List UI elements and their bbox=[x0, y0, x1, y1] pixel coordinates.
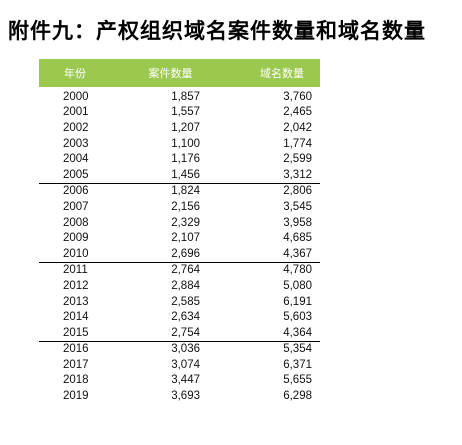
cell-cases: 3,693 bbox=[171, 390, 200, 403]
cell-year: 2000 bbox=[63, 90, 89, 103]
cell-domains: 2,599 bbox=[283, 153, 312, 166]
cell-domains: 4,685 bbox=[283, 232, 312, 245]
cell-cases: 3,447 bbox=[171, 374, 200, 387]
table-row: 2019 3,693 6,298 bbox=[39, 388, 320, 404]
cell-year: 2006 bbox=[63, 185, 89, 198]
cell-domains: 2,042 bbox=[283, 121, 312, 134]
cell-cases: 2,585 bbox=[171, 295, 200, 308]
table-row: 2006 1,824 2,806 bbox=[39, 184, 320, 200]
table-row-group: 2006 1,824 2,806 2007 2,156 3,545 2008 2,329 3,9… bbox=[39, 184, 320, 263]
table-row: 2003 1,100 1,774 bbox=[39, 136, 320, 152]
table-row-group: 2000 1,857 3,760 2001 1,557 2,465 2002 1,207 2,0… bbox=[39, 89, 320, 184]
table-row-group: 2016 3,036 5,354 2017 3,074 6,371 2018 3,447 5,6… bbox=[39, 342, 320, 404]
table-row: 2001 1,557 2,465 bbox=[39, 105, 320, 121]
table-row: 2005 1,456 3,312 bbox=[39, 167, 320, 183]
table-row: 2017 3,074 6,371 bbox=[39, 357, 320, 373]
cell-cases: 1,456 bbox=[171, 168, 200, 181]
cell-year: 2015 bbox=[63, 326, 89, 339]
table-row: 2000 1,857 3,760 bbox=[39, 89, 320, 105]
table-row: 2007 2,156 3,545 bbox=[39, 199, 320, 215]
table-row: 2016 3,036 5,354 bbox=[39, 342, 320, 358]
cell-year: 2008 bbox=[63, 216, 89, 229]
cell-cases: 3,074 bbox=[171, 358, 200, 371]
table-row: 2015 2,754 4,364 bbox=[39, 325, 320, 341]
cell-cases: 1,207 bbox=[171, 121, 200, 134]
cell-year: 2004 bbox=[63, 153, 89, 166]
cell-domains: 3,958 bbox=[283, 216, 312, 229]
table-row: 2010 2,696 4,367 bbox=[39, 246, 320, 262]
cell-cases: 2,696 bbox=[171, 247, 200, 260]
cell-year: 2005 bbox=[63, 168, 89, 181]
cell-cases: 2,329 bbox=[171, 216, 200, 229]
cell-domains: 3,760 bbox=[283, 90, 312, 103]
cell-domains: 6,371 bbox=[283, 358, 312, 371]
cell-cases: 1,176 bbox=[171, 153, 200, 166]
cell-domains: 6,191 bbox=[283, 295, 312, 308]
cell-cases: 3,036 bbox=[171, 343, 200, 356]
cell-year: 2019 bbox=[63, 390, 89, 403]
cell-domains: 5,603 bbox=[283, 311, 312, 324]
table-row: 2011 2,764 4,780 bbox=[39, 263, 320, 279]
cell-domains: 4,367 bbox=[283, 247, 312, 260]
cell-cases: 1,100 bbox=[171, 137, 200, 150]
cell-cases: 2,884 bbox=[171, 279, 200, 292]
header-domains: 域名数量 bbox=[260, 68, 304, 80]
cell-cases: 1,857 bbox=[171, 90, 200, 103]
cell-year: 2011 bbox=[63, 264, 88, 277]
table-row: 2013 2,585 6,191 bbox=[39, 294, 320, 310]
table-row: 2009 2,107 4,685 bbox=[39, 230, 320, 246]
cell-domains: 3,545 bbox=[283, 200, 312, 213]
document-title: 附件九：产权组织域名案件数量和域名数量 bbox=[8, 18, 426, 43]
cell-year: 2001 bbox=[63, 106, 89, 119]
cell-year: 2012 bbox=[63, 279, 89, 292]
cell-year: 2014 bbox=[63, 311, 89, 324]
cell-cases: 2,107 bbox=[171, 232, 200, 245]
cell-cases: 1,557 bbox=[171, 106, 200, 119]
cell-cases: 2,156 bbox=[171, 200, 200, 213]
cell-domains: 5,354 bbox=[283, 343, 312, 356]
cell-cases: 2,764 bbox=[171, 264, 200, 277]
table-body: 2000 1,857 3,760 2001 1,557 2,465 2002 1,207 2,0… bbox=[39, 89, 320, 404]
cell-year: 2010 bbox=[63, 247, 89, 260]
table-row-group: 2011 2,764 4,780 2012 2,884 5,080 2013 2,585 6,1… bbox=[39, 263, 320, 342]
cell-domains: 5,080 bbox=[283, 279, 312, 292]
cell-year: 2009 bbox=[63, 232, 89, 245]
table-header-row: 年份 案件数量 域名数量 bbox=[39, 59, 320, 87]
cell-domains: 1,774 bbox=[283, 137, 312, 150]
cell-year: 2013 bbox=[63, 295, 89, 308]
cell-cases: 2,754 bbox=[171, 326, 200, 339]
cell-cases: 2,634 bbox=[171, 311, 200, 324]
cell-domains: 6,298 bbox=[283, 390, 312, 403]
header-year: 年份 bbox=[64, 68, 86, 80]
cell-domains: 2,806 bbox=[283, 185, 312, 198]
cases-domains-table: 年份 案件数量 域名数量 2000 1,857 3,760 2001 1,557 2,46… bbox=[39, 59, 320, 404]
table-row: 2004 1,176 2,599 bbox=[39, 151, 320, 167]
cell-domains: 4,780 bbox=[283, 264, 312, 277]
table-row: 2002 1,207 2,042 bbox=[39, 120, 320, 136]
cell-year: 2002 bbox=[63, 121, 89, 134]
cell-domains: 2,465 bbox=[283, 106, 312, 119]
table-row: 2012 2,884 5,080 bbox=[39, 278, 320, 294]
cell-domains: 5,655 bbox=[283, 374, 312, 387]
cell-year: 2017 bbox=[63, 358, 89, 371]
cell-year: 2003 bbox=[63, 137, 89, 150]
cell-domains: 4,364 bbox=[283, 326, 312, 339]
cell-cases: 1,824 bbox=[171, 185, 200, 198]
cell-domains: 3,312 bbox=[283, 168, 312, 181]
table-row: 2008 2,329 3,958 bbox=[39, 215, 320, 231]
header-cases: 案件数量 bbox=[148, 68, 193, 80]
table-row: 2018 3,447 5,655 bbox=[39, 373, 320, 389]
cell-year: 2007 bbox=[63, 200, 89, 213]
cell-year: 2016 bbox=[63, 343, 89, 356]
cell-year: 2018 bbox=[63, 374, 89, 387]
table-row: 2014 2,634 5,603 bbox=[39, 309, 320, 325]
